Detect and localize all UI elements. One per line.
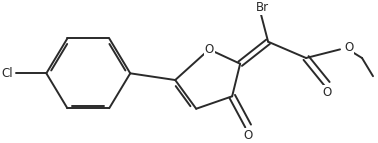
Text: O: O: [243, 129, 253, 142]
Text: O: O: [344, 41, 353, 54]
Text: Br: Br: [256, 1, 269, 14]
Text: Cl: Cl: [2, 67, 13, 80]
Text: O: O: [322, 86, 332, 99]
Text: O: O: [204, 43, 214, 56]
